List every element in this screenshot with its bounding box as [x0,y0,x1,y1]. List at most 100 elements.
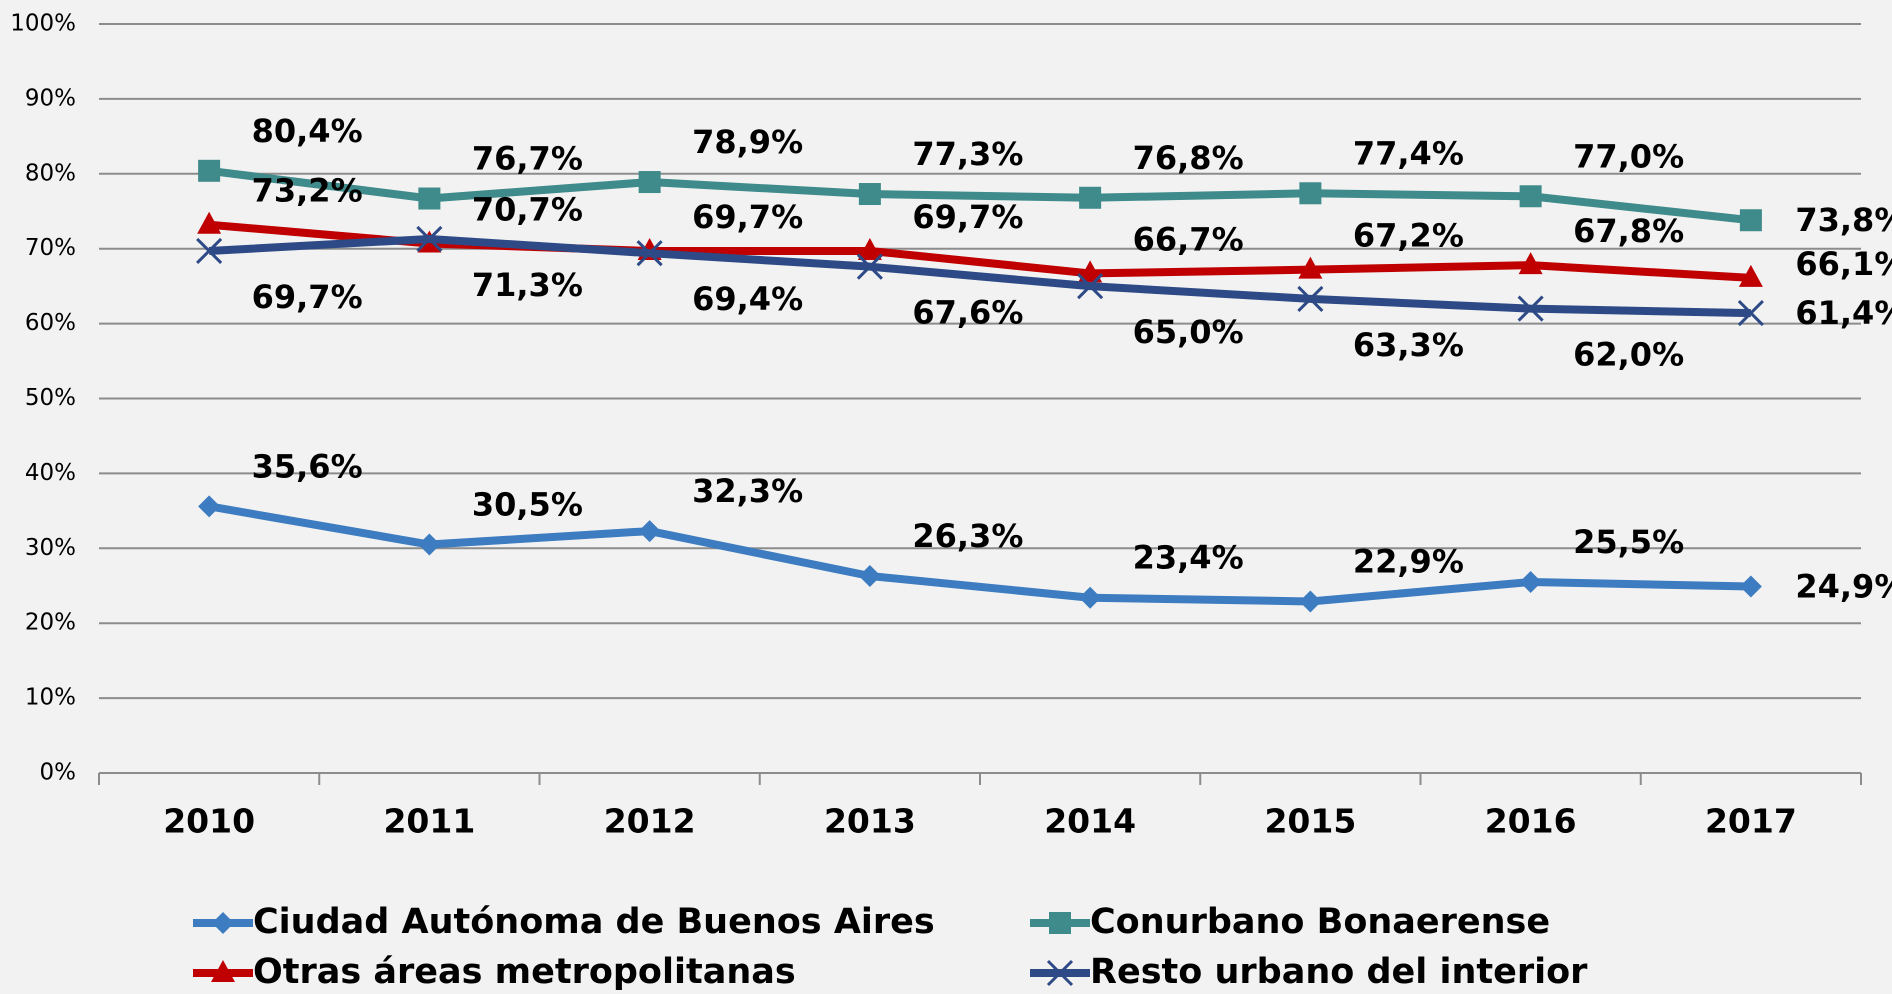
value-label: 67,2% [1353,217,1464,255]
series-line [208,166,1752,225]
point [1738,264,1763,287]
y-tick-label: 20% [25,610,76,636]
point [1297,285,1324,312]
marker-stroke [1737,300,1764,327]
value-label: 65,0% [1133,313,1244,351]
point [418,187,441,210]
marker-stroke [196,237,223,265]
value-label: 30,5% [472,486,583,524]
series-line [208,234,1751,318]
value-label: 71,3% [472,266,583,304]
value-label: 78,9% [692,123,803,161]
point [1519,571,1542,594]
value-label: 23,4% [1133,539,1244,577]
y-tick-label: 0% [40,760,77,786]
y-tick-label: 70% [25,235,76,261]
legend-marker [1049,912,1071,934]
value-label: 61,4% [1795,294,1892,332]
legend-item: Ciudad Autónoma de Buenos Aires [193,902,935,942]
point [1519,185,1542,208]
point [197,211,222,234]
legend-marker [211,960,235,982]
point [638,171,661,194]
value-label: 69,7% [692,198,803,236]
value-label: 70,7% [472,190,583,228]
marker-stroke [416,225,443,253]
value-label: 22,9% [1353,542,1464,580]
y-tick-label: 80% [25,160,76,186]
point [1299,590,1322,613]
point [857,237,882,260]
point [416,225,443,253]
value-label: 73,8% [1795,201,1892,239]
series-line [208,502,1751,606]
legend-item: Resto urbano del interior [1030,952,1588,992]
y-tick-label: 40% [25,460,76,486]
value-label: 77,0% [1573,137,1684,175]
legend-label: Ciudad Autónoma de Buenos Aires [253,902,935,942]
value-label: 77,4% [1353,134,1464,172]
marker-stroke [856,253,883,280]
point [418,533,441,556]
y-tick-label: 30% [25,535,76,561]
point [1079,186,1102,209]
marker-stroke [1297,285,1324,312]
value-label: 25,5% [1573,523,1684,561]
value-label: 69,7% [252,278,363,316]
point [1739,575,1762,598]
value-label: 69,7% [912,198,1023,236]
value-label: 24,9% [1795,567,1892,605]
y-tick-label: 50% [25,385,76,411]
point [636,240,663,267]
point [856,253,883,280]
point [1079,586,1102,609]
point [1518,252,1543,275]
value-label: 35,6% [252,447,363,485]
point [198,495,221,518]
value-label: 26,3% [912,517,1023,555]
x-tick-label: 2015 [1264,802,1356,841]
legend-item: Otras áreas metropolitanas [193,952,796,992]
value-label: 69,4% [692,280,803,318]
point [196,237,223,265]
y-tick-label: 100% [10,11,76,37]
value-label: 66,7% [1133,220,1244,258]
point [1078,260,1103,283]
legend-marker [212,912,234,934]
value-label: 62,0% [1573,336,1684,374]
value-label: 77,3% [912,135,1023,173]
point [638,520,661,543]
x-tick-label: 2016 [1485,802,1577,841]
point [858,183,881,206]
point [1299,182,1322,205]
legend-label: Otras áreas metropolitanas [253,952,796,992]
value-label: 80,4% [252,112,363,150]
point [1517,295,1544,322]
legend-label: Resto urbano del interior [1090,952,1588,992]
point [1737,300,1764,327]
value-label: 63,3% [1353,326,1464,364]
value-label: 76,7% [472,140,583,178]
x-tick-label: 2017 [1705,802,1797,841]
value-label: 67,6% [912,294,1023,332]
value-label: 76,8% [1133,139,1244,177]
point [198,159,221,182]
x-tick-label: 2010 [163,802,255,841]
y-tick-label: 90% [25,85,76,111]
x-tick-label: 2011 [383,802,475,841]
value-label: 66,1% [1795,245,1892,283]
legend-marker [1046,959,1074,987]
y-tick-label: 10% [25,685,76,711]
x-tick-label: 2014 [1044,802,1136,841]
x-tick-label: 2012 [604,802,696,841]
point [858,565,881,588]
marker-stroke [636,240,663,267]
value-label: 73,2% [252,172,363,210]
point [1298,256,1323,279]
marker-stroke [1517,295,1544,322]
x-tick-label: 2013 [824,802,916,841]
legend-item: Conurbano Bonaerense [1030,902,1550,942]
value-label: 32,3% [692,472,803,510]
point [1739,209,1762,232]
